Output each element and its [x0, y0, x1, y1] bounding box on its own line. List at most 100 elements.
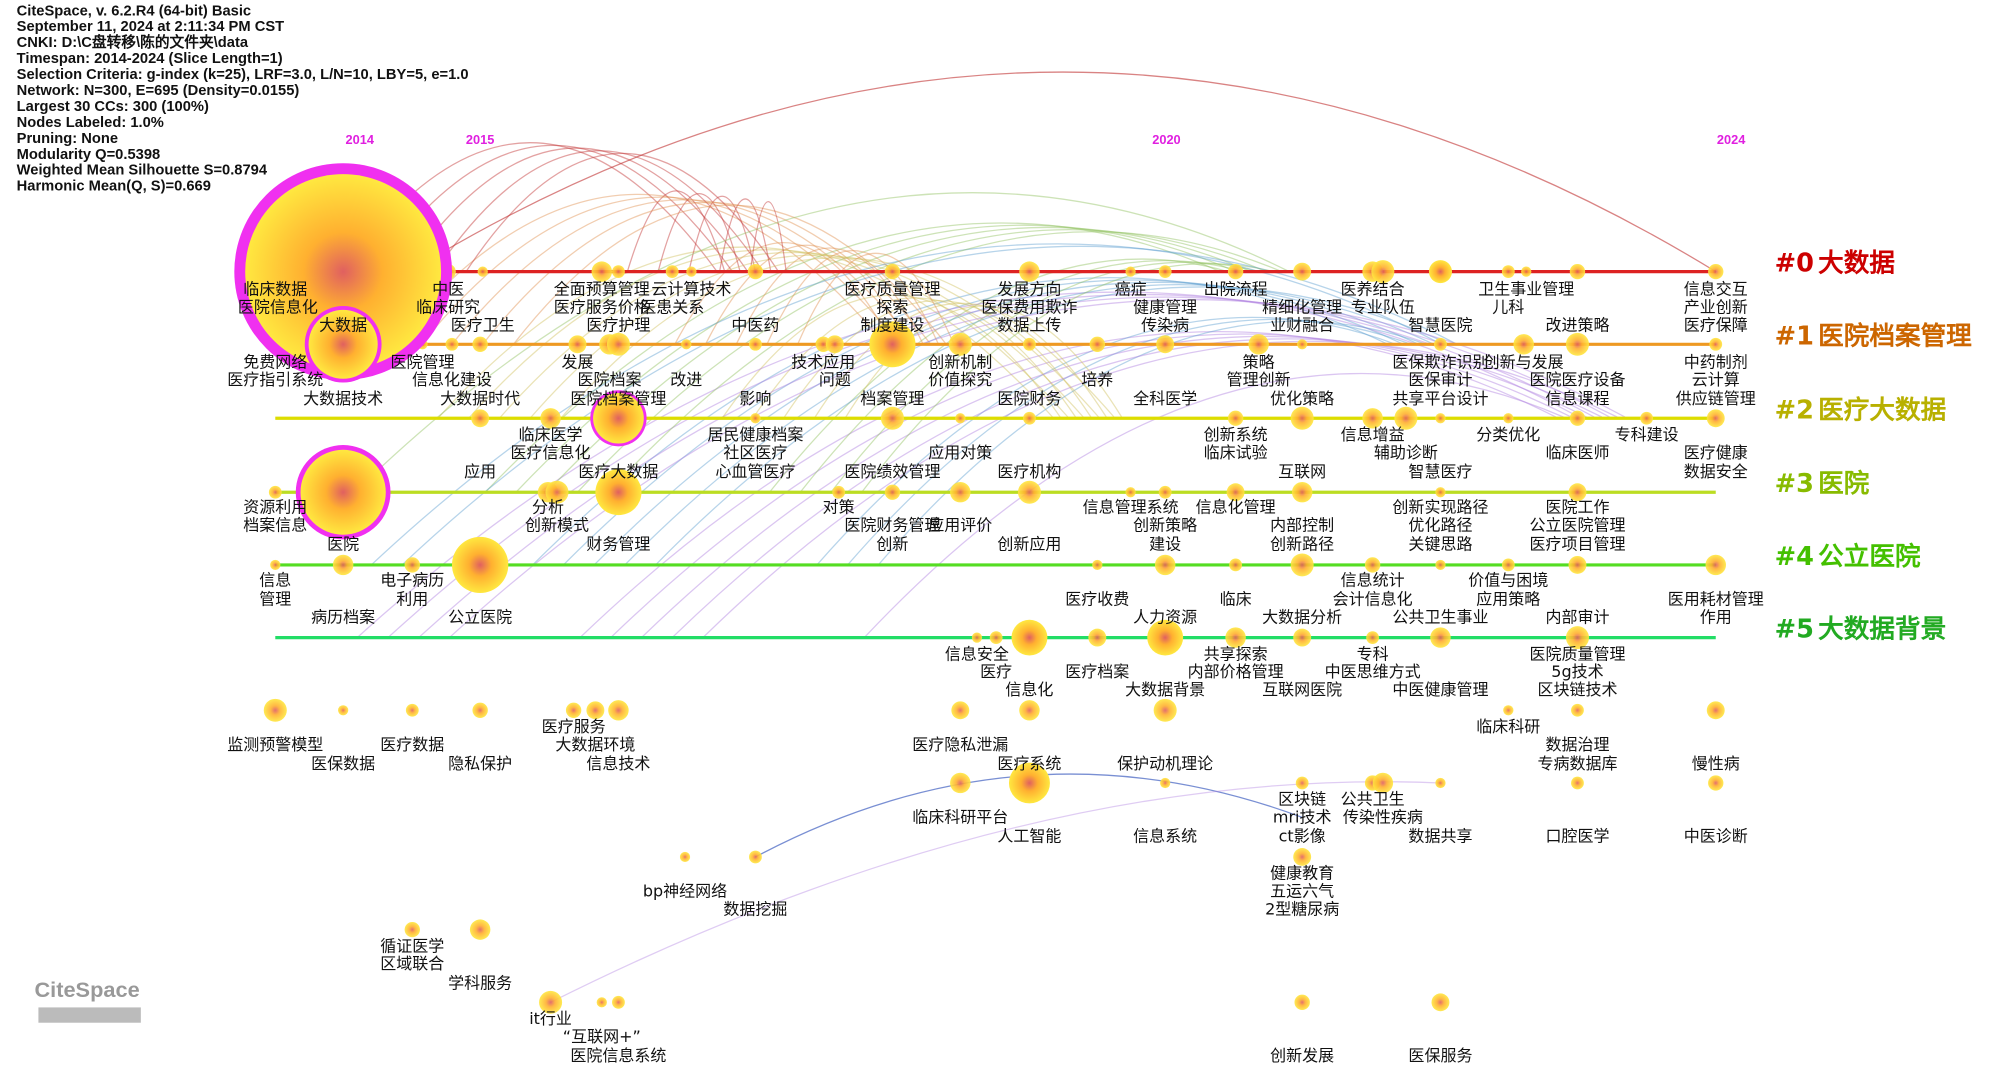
keyword-label: 医保数据	[311, 754, 375, 773]
link-arc	[783, 299, 1092, 419]
keyword-label: 财务管理	[586, 535, 650, 554]
keyword-label: 医保服务	[1408, 1046, 1472, 1065]
keyword-node	[1362, 408, 1383, 429]
link-arc	[546, 226, 1252, 493]
keyword-node	[1705, 554, 1726, 576]
keyword-label: 智慧医疗	[1408, 462, 1472, 481]
keyword-label: 传染性疾病	[1343, 808, 1423, 827]
keyword-node	[1435, 559, 1446, 571]
keyword-node	[665, 265, 679, 278]
keyword-label: 互联网	[1278, 462, 1326, 481]
keyword-label: 中医诊断	[1684, 827, 1748, 846]
link-arc	[704, 244, 909, 345]
keyword-label: 医疗项目管理	[1529, 535, 1625, 554]
keyword-label: 创新发展	[1270, 1046, 1334, 1065]
keyword-label: 五运六气	[1270, 882, 1334, 901]
keyword-node	[1294, 994, 1310, 1010]
keyword-label: 电子病历	[380, 570, 444, 589]
keyword-label: 大数据时代	[440, 389, 520, 408]
keyword-label: 医疗系统	[997, 754, 1061, 773]
keyword-node	[686, 266, 697, 277]
keyword-label: it行业	[529, 1009, 572, 1028]
keyword-node	[1434, 337, 1447, 351]
cluster-label: 大数据	[1818, 249, 1895, 279]
keyword-node	[1248, 334, 1269, 355]
keyword-label: 创新应用	[997, 535, 1061, 554]
link-arc	[626, 190, 726, 272]
keyword-node	[1706, 701, 1725, 720]
keyword-label: 居民健康档案	[707, 425, 803, 444]
keyword-node	[445, 337, 459, 351]
keyword-label: 供应链管理	[1676, 389, 1756, 408]
keyword-label: 应用对策	[928, 443, 992, 462]
keyword-label: 隐私保护	[448, 754, 512, 773]
link-arc	[844, 305, 1123, 419]
keyword-node	[1708, 775, 1724, 791]
keyword-node	[270, 559, 281, 571]
year-label: 2015	[466, 132, 494, 147]
keyword-node	[1156, 335, 1175, 354]
keyword-label: 人力资源	[1133, 607, 1197, 626]
links	[342, 71, 1717, 1003]
keyword-node	[1154, 554, 1176, 576]
keyword-label: 大数据分析	[1262, 607, 1342, 626]
keyword-label: 内部控制	[1270, 516, 1334, 535]
keyword-label: 创新策略	[1133, 516, 1197, 535]
keyword-label: 医疗隐私泄漏	[912, 735, 1008, 754]
keyword-label: 建设	[1149, 535, 1181, 554]
keyword-label: 健康管理	[1133, 297, 1197, 316]
keyword-label: 改进策略	[1545, 315, 1609, 334]
keyword-node	[1153, 698, 1177, 722]
keyword-label: 发展	[561, 352, 593, 371]
keyword-label: 医保欺诈识别	[1392, 352, 1488, 371]
keyword-node	[1435, 487, 1446, 498]
keyword-node	[477, 266, 488, 277]
link-arc	[482, 201, 932, 345]
link-arc	[484, 222, 1221, 493]
keyword-label: 对策	[823, 498, 855, 517]
keyword-label: 医疗大数据	[578, 462, 658, 481]
keyword-label: 临床科研	[1476, 717, 1540, 736]
cluster-id: #3	[1775, 469, 1814, 499]
keyword-label: 信息系统	[1133, 827, 1197, 846]
keyword-label: 临床试验	[1204, 443, 1268, 462]
keyword-node	[472, 702, 488, 718]
keyword-label: 中医	[432, 280, 464, 299]
keyword-label: 价值探究	[928, 370, 992, 389]
keyword-label: 临床医师	[1545, 443, 1609, 462]
info-line: Nodes Labeled: 1.0%	[17, 115, 164, 131]
keyword-node	[951, 701, 970, 720]
keyword-node	[884, 484, 901, 500]
keyword-node	[608, 700, 629, 721]
keyword-label: 信息	[259, 570, 291, 589]
keyword-label: 数据共享	[1408, 827, 1472, 846]
link-arc	[550, 781, 1441, 1003]
keyword-label: 应用策略	[1476, 589, 1540, 608]
keyword-label: 创新与发展	[1484, 352, 1564, 371]
keyword-label: 医院财务	[997, 389, 1061, 408]
labels: #0 大数据#1 医院档案管理#2 医疗大数据#3 医院#4 公立医院#5 大数据背景临床数…	[227, 249, 1972, 1065]
keyword-label: 信息化管理	[1196, 498, 1276, 517]
keyword-node	[1226, 483, 1245, 502]
keyword-label: 区域联合	[380, 954, 444, 973]
keyword-label: 中医思维方式	[1325, 662, 1421, 681]
keyword-node	[612, 995, 625, 1009]
link-arc	[576, 229, 1267, 493]
cluster-label: 医院档案管理	[1818, 321, 1972, 351]
keyword-node	[955, 413, 966, 424]
keyword-label: mri技术	[1273, 808, 1332, 827]
keyword-node	[749, 850, 762, 864]
link-arc	[370, 243, 1443, 566]
link-arc	[657, 192, 741, 272]
keyword-label: 会计信息化	[1333, 589, 1413, 608]
keyword-label: 发展方向	[997, 280, 1061, 299]
keyword-node	[971, 632, 983, 643]
keyword-label: 大数据	[319, 315, 367, 334]
cluster-label: 大数据背景	[1818, 615, 1946, 645]
keyword-label: 医疗服务价格	[554, 297, 650, 316]
keyword-label: 医疗	[980, 662, 1012, 681]
keyword-label: 2型糖尿病	[1265, 899, 1339, 918]
keyword-label: 监测预警模型	[227, 735, 323, 754]
cluster-id: #4	[1775, 542, 1814, 572]
cluster-label: 医院	[1818, 469, 1870, 499]
